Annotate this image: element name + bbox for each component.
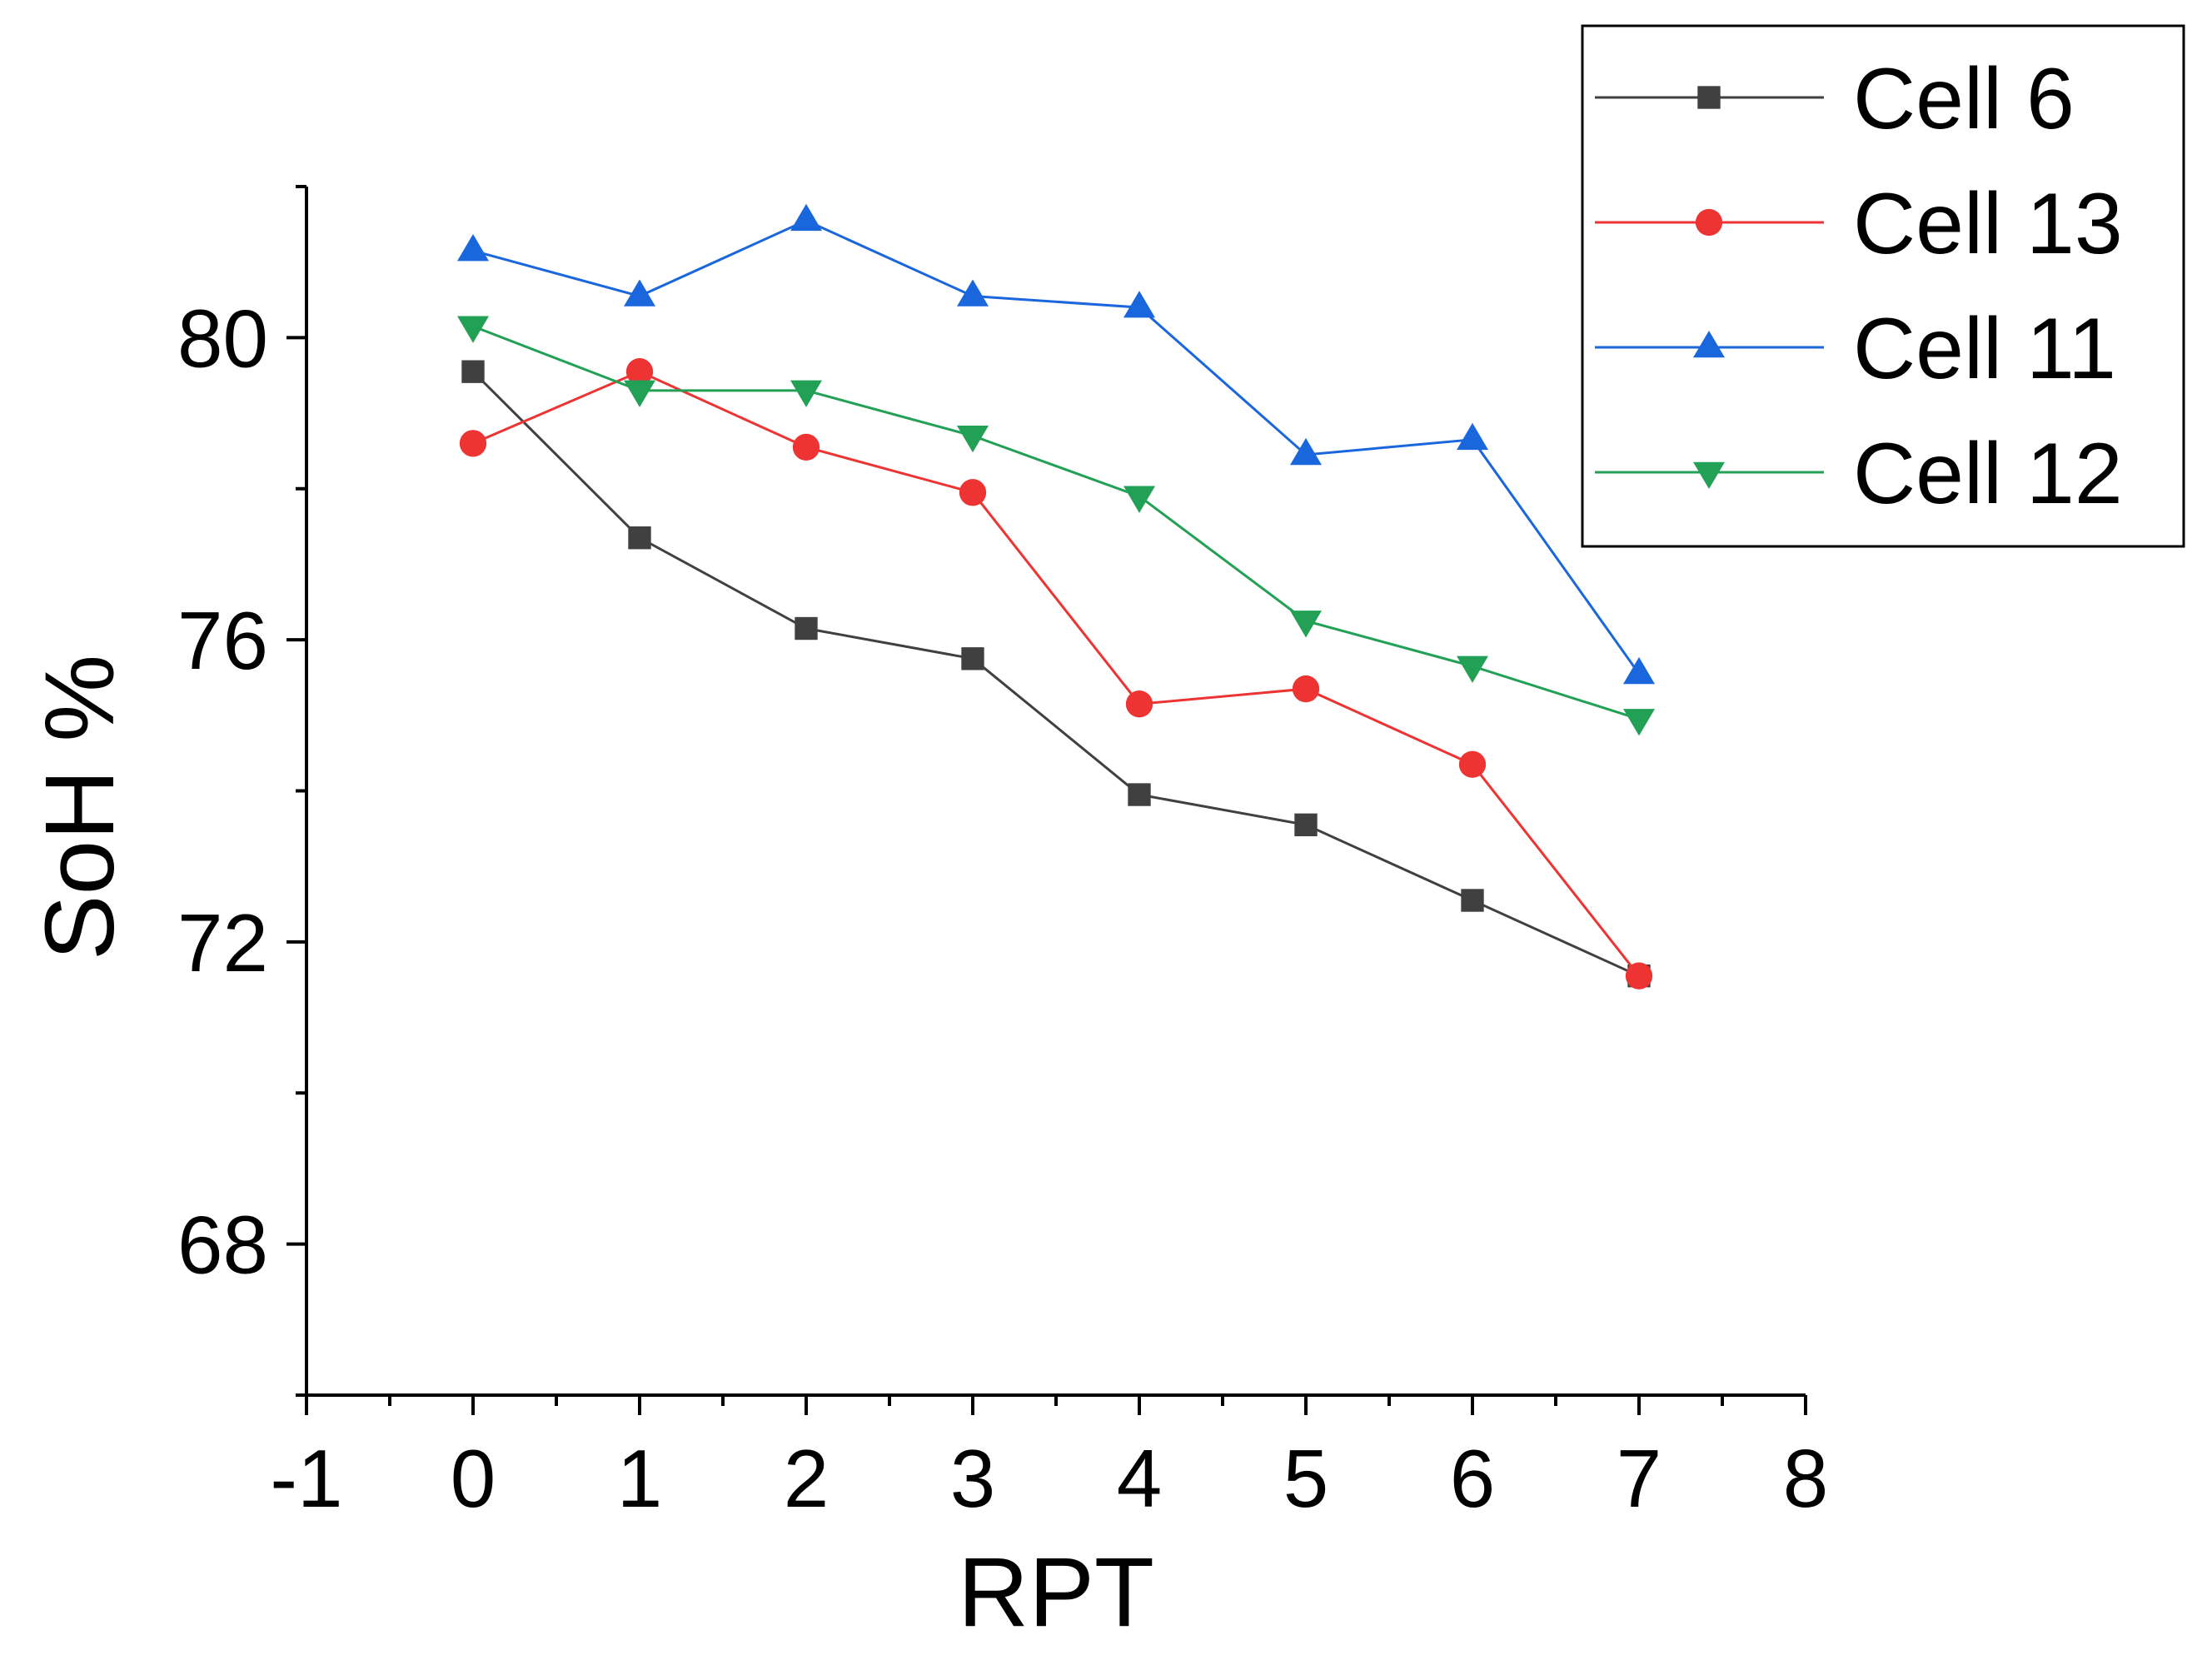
axes: -1 0 1 2 3 4 5 6 7 8 68 72 76 80 [177,185,1829,1524]
data-point-cell-13 [625,358,654,386]
data-point-cell-13 [792,433,820,461]
data-point-cell-13 [459,430,487,457]
legend-item-cell-6: Cell 6 [1595,51,2075,147]
y-tick-label: 76 [177,595,268,686]
data-point-cell-11 [1457,422,1488,451]
legend-label-cell-11: Cell 11 [1853,301,2116,397]
series-line-cell-12 [472,325,1640,720]
data-point-cell-12 [790,380,822,407]
legend-box [1581,24,2185,548]
data-point-cell-12 [1290,611,1322,638]
data-point-cell-13 [1125,690,1153,718]
series-layer [457,203,1655,990]
data-point-cell-13 [1458,750,1487,778]
data-point-cell-6 [1461,889,1484,912]
x-tick-label: 7 [1617,1433,1662,1524]
data-point-cell-6 [795,616,818,641]
data-point-cell-11 [1623,656,1655,685]
data-point-cell-12 [624,380,655,407]
legend-item-cell-12: Cell 12 [1595,426,2123,522]
series-line-cell-6 [471,371,1640,978]
x-axis-title: RPT [958,1538,1154,1648]
x-tick-label: 0 [451,1433,496,1524]
series-cell-13 [459,358,1653,990]
data-point-cell-6 [1294,813,1318,836]
data-point-cell-11 [957,279,989,307]
legend-label-cell-12: Cell 12 [1853,426,2123,522]
series-line-cell-11 [472,219,1641,675]
data-point-cell-11 [624,279,655,307]
x-tick-label: 8 [1783,1433,1829,1524]
x-tick-label: -1 [270,1433,342,1524]
data-point-cell-11 [790,203,822,232]
data-point-cell-12 [1123,486,1155,513]
data-point-cell-11 [1123,291,1155,318]
data-point-cell-12 [1623,709,1655,736]
legend-marker-cell-11 [1693,330,1725,358]
series-cell-6 [461,360,1651,988]
y-axis-title: SoH % [25,655,135,960]
legend: Cell 6 Cell 13 Cell 11 Cell 12 [1581,24,2185,548]
data-point-cell-6 [961,647,984,670]
y-tick-label: 68 [177,1199,268,1291]
legend-label-cell-6: Cell 6 [1853,51,2075,147]
x-tick-label: 5 [1283,1433,1329,1524]
x-tick-label: 1 [617,1433,663,1524]
data-point-cell-6 [1128,783,1151,806]
data-point-cell-12 [457,316,489,343]
legend-item-cell-11: Cell 11 [1595,301,2116,397]
data-point-cell-13 [1625,962,1653,990]
data-point-cell-12 [1457,656,1488,683]
series-cell-11 [457,203,1655,685]
legend-label-cell-13: Cell 13 [1853,176,2123,272]
data-point-cell-13 [1292,675,1320,703]
data-point-cell-13 [959,479,987,506]
x-tick-label: 2 [784,1433,830,1524]
data-point-cell-6 [461,360,485,383]
legend-marker-cell-13 [1695,208,1723,237]
legend-marker-cell-12 [1693,461,1725,490]
legend-item-cell-13: Cell 13 [1595,176,2123,272]
y-tick-label: 72 [177,897,268,989]
legend-marker-cell-6 [1697,86,1721,109]
x-tick-label: 3 [950,1433,996,1524]
data-point-cell-11 [457,234,489,262]
data-point-cell-12 [957,425,989,453]
x-tick-label: 6 [1450,1433,1496,1524]
series-cell-12 [457,316,1655,736]
data-point-cell-6 [628,526,651,550]
data-point-cell-11 [1290,437,1322,466]
y-tick-label: 80 [177,292,268,384]
series-line-cell-13 [472,370,1641,977]
x-tick-label: 4 [1117,1433,1163,1524]
